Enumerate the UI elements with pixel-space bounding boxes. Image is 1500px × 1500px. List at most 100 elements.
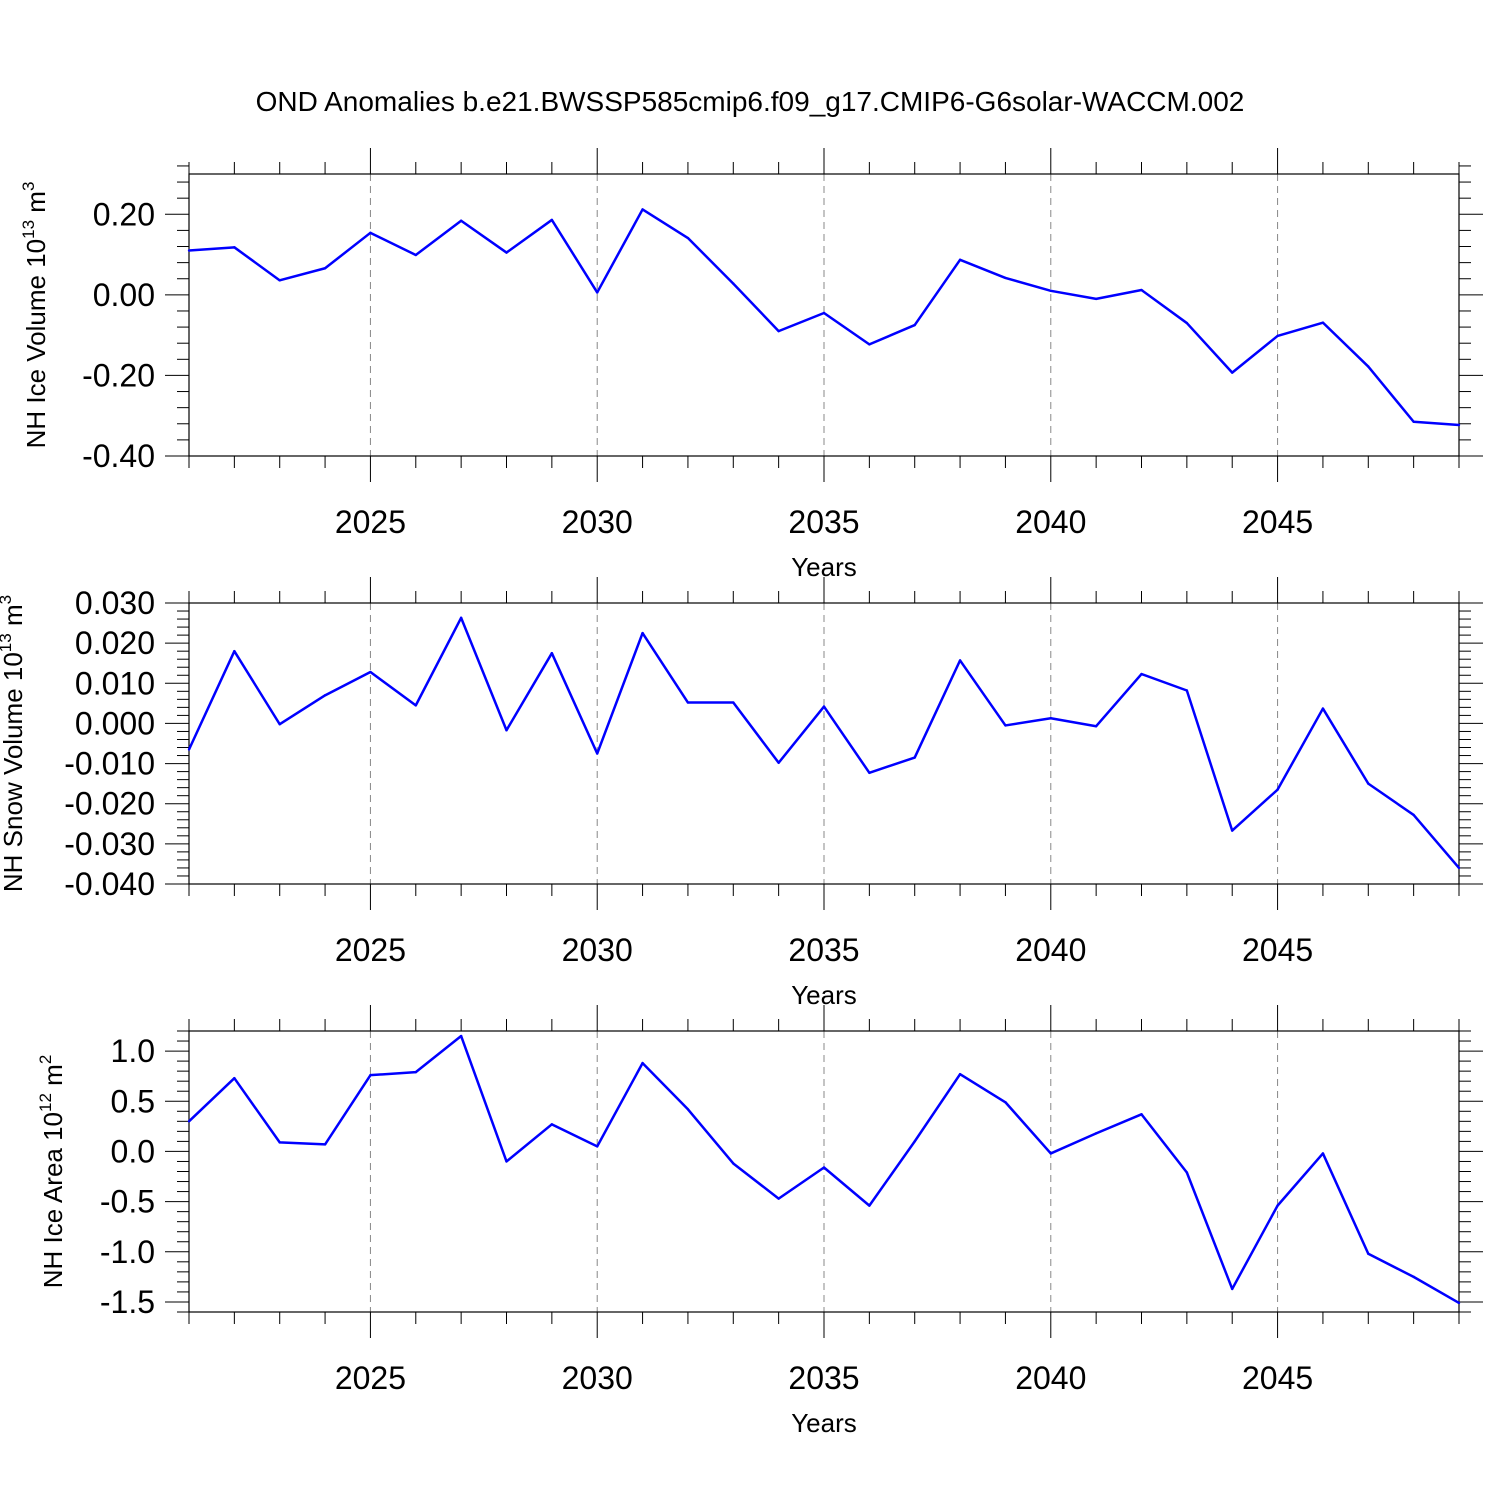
data-point: [958, 258, 962, 262]
x-tick-label: 2045: [1242, 932, 1313, 968]
data-point: [1367, 365, 1370, 368]
data-point: [233, 1076, 236, 1080]
y-axis-title-part: NH Ice Area 10: [38, 1112, 68, 1288]
x-tick-label: 2035: [788, 504, 859, 540]
figure-title: OND Anomalies b.e21.BWSSP585cmip6.f09_g1…: [256, 86, 1245, 117]
y-tick-label: -0.020: [64, 786, 155, 822]
data-point: [1004, 276, 1007, 280]
data-point: [1094, 725, 1098, 728]
data-point: [1049, 1152, 1052, 1155]
data-point: [913, 1140, 916, 1143]
data-point: [1367, 1252, 1370, 1255]
y-tick-label: 0.010: [75, 665, 155, 701]
data-point: [459, 1034, 463, 1038]
y-axis-title-part: NH Ice Volume 10: [21, 239, 51, 449]
x-tick-label: 2030: [562, 1360, 633, 1396]
data-point: [369, 670, 372, 674]
data-point: [686, 701, 690, 704]
x-tick-label: 2035: [788, 1360, 859, 1396]
data-point: [414, 253, 417, 257]
data-point: [550, 1123, 554, 1126]
data-point: [1412, 813, 1415, 817]
data-point: [459, 616, 463, 620]
data-point: [1276, 1204, 1279, 1207]
data-point: [550, 651, 554, 655]
data-point: [1185, 1171, 1189, 1174]
data-point: [822, 705, 826, 708]
y-tick-label: 0.000: [75, 705, 155, 741]
data-point: [414, 1070, 417, 1074]
data-point: [187, 1120, 191, 1123]
data-point: [822, 1166, 826, 1169]
y-tick-label: 0.20: [93, 196, 155, 232]
y-axis-exponent: 13: [0, 633, 15, 652]
data-point: [1321, 1152, 1325, 1155]
data-point: [1185, 689, 1189, 692]
data-point: [1049, 289, 1052, 293]
data-point: [1276, 334, 1279, 338]
chart-panel-3: -1.5 -1.0 -0.5 0.0 0.5 1.0 2025 2030 2035 2040 204…: [36, 1005, 1483, 1438]
data-point: [732, 701, 735, 704]
data-point: [1457, 423, 1461, 427]
data-point: [1049, 717, 1052, 720]
data-point: [1140, 288, 1143, 292]
data-point: [1004, 724, 1007, 727]
data-point: [1412, 1275, 1415, 1279]
data-point: [278, 279, 281, 282]
data-point: [913, 756, 916, 759]
data-point: [1231, 1287, 1234, 1291]
data-point: [686, 236, 690, 240]
data-point: [187, 249, 191, 252]
data-point: [1321, 321, 1325, 324]
data-point: [1457, 866, 1461, 870]
data-point: [414, 704, 417, 707]
data-point: [596, 291, 599, 294]
data-point: [505, 1160, 508, 1163]
y-tick-label: -0.040: [64, 866, 155, 902]
x-tick-label: 2040: [1015, 932, 1086, 968]
x-tick-label: 2040: [1015, 1360, 1086, 1396]
data-point: [1231, 371, 1234, 374]
data-point: [732, 1162, 735, 1165]
data-point: [369, 1073, 372, 1077]
data-point: [1457, 1301, 1461, 1305]
data-point: [1185, 321, 1189, 325]
x-tick-label: 2040: [1015, 504, 1086, 540]
y-tick-label: 0.5: [111, 1083, 155, 1119]
data-point: [1004, 1101, 1007, 1104]
data-point: [233, 246, 236, 249]
data-point: [505, 251, 508, 254]
y-tick-label: -0.5: [100, 1184, 155, 1220]
x-tick-label: 2025: [335, 504, 406, 540]
x-axis-title: Years: [791, 1408, 857, 1438]
data-point: [868, 771, 871, 775]
data-point: [369, 231, 372, 235]
x-tick-label: 2035: [788, 932, 859, 968]
data-point: [777, 761, 780, 764]
x-tick-label: 2045: [1242, 504, 1313, 540]
y-axis-title-part: m: [21, 191, 51, 220]
y-axis-exponent: 3: [19, 182, 38, 191]
y-axis-title-part: NH Snow Volume 10: [0, 652, 28, 892]
data-point: [1094, 297, 1098, 301]
y-axis-exponent: 12: [36, 1093, 55, 1112]
data-point: [1276, 788, 1279, 791]
y-axis-exponent: 2: [36, 1055, 55, 1064]
y-tick-label: -0.40: [82, 438, 155, 474]
data-point: [1412, 420, 1415, 423]
y-tick-label: 0.030: [75, 585, 155, 621]
data-point: [1140, 672, 1143, 676]
data-point: [822, 311, 826, 315]
data-point: [1140, 1113, 1143, 1116]
x-tick-label: 2045: [1242, 1360, 1313, 1396]
data-point: [641, 1061, 644, 1065]
data-point: [777, 1197, 780, 1200]
y-tick-label: 0.020: [75, 625, 155, 661]
x-tick-label: 2030: [562, 504, 633, 540]
y-axis-exponent: 3: [0, 595, 15, 604]
data-point: [641, 208, 644, 211]
data-point: [732, 282, 735, 285]
y-tick-label: 0.0: [111, 1133, 155, 1169]
chart-panel-2: -0.040 -0.030 -0.020 -0.010 0.000 0.010 0.020 0…: [0, 577, 1483, 1010]
y-axis-title-part: m: [38, 1064, 68, 1093]
